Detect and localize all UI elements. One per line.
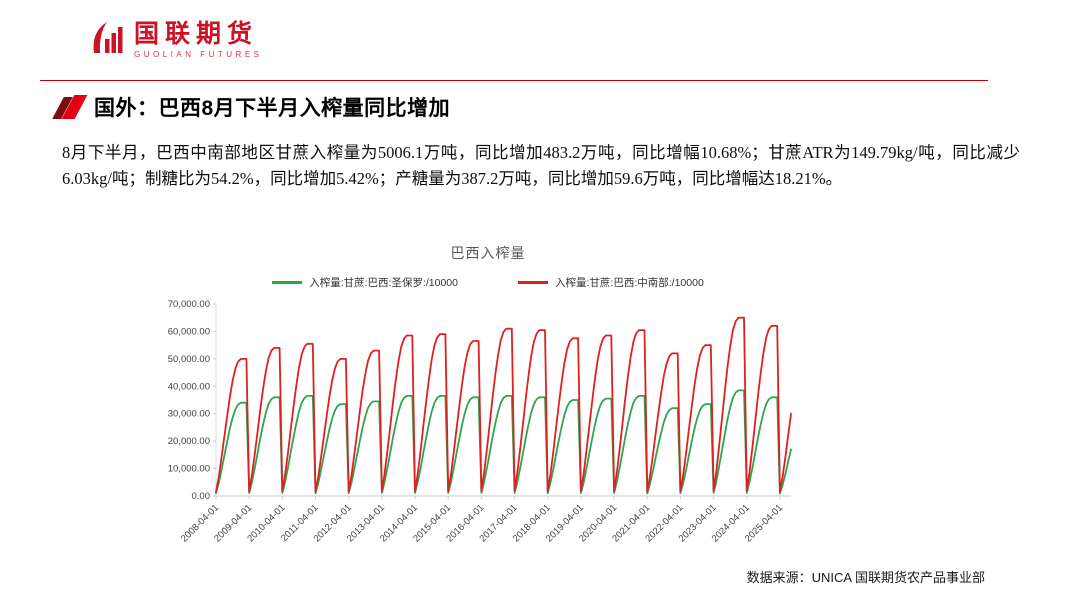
header-logo: 国联期货 GUOLIAN FUTURES	[86, 18, 263, 63]
chart-title: 巴西入榨量	[450, 245, 526, 261]
svg-text:0.00: 0.00	[192, 491, 211, 502]
legend-item-saopaulo: 入榨量:甘蔗:巴西:圣保罗:/10000	[272, 275, 458, 290]
svg-text:50,000.00: 50,000.00	[168, 354, 210, 365]
legend-label: 入榨量:甘蔗:巴西:中南部:/10000	[555, 277, 704, 289]
chart-region: 巴西入榨量 入榨量:甘蔗:巴西:圣保罗:/10000 入榨量:甘蔗:巴西:中南部…	[118, 243, 858, 558]
legend-label: 入榨量:甘蔗:巴西:圣保罗:/10000	[309, 277, 458, 289]
logo-title: 国联期货	[134, 20, 259, 48]
chart-legend: 入榨量:甘蔗:巴西:圣保罗:/10000 入榨量:甘蔗:巴西:中南部:/1000…	[118, 275, 858, 290]
body-paragraph: 8月下半月，巴西中南部地区甘蔗入榨量为5006.1万吨，同比增加483.2万吨，…	[62, 143, 1020, 189]
legend-line-red-icon	[518, 281, 548, 284]
svg-text:70,000.00: 70,000.00	[168, 299, 210, 310]
line-chart: 70,000.00 60,000.00 50,000.00 40,000.00 30,0…	[168, 299, 792, 544]
logo-subtitle: GUOLIAN FUTURES	[134, 50, 263, 59]
legend-item-centersouth: 入榨量:甘蔗:巴西:中南部:/10000	[518, 275, 704, 290]
guolian-logo-icon	[86, 18, 126, 63]
slash-icon	[52, 95, 88, 119]
page-title: 国外：巴西8月下半月入榨量同比增加	[94, 97, 451, 120]
svg-text:60,000.00: 60,000.00	[168, 326, 210, 337]
data-source-note: 数据来源：UNICA 国联期货农产品事业部	[746, 570, 985, 585]
svg-text:30,000.00: 30,000.00	[168, 409, 210, 420]
header-divider	[40, 80, 988, 81]
legend-line-green-icon	[272, 281, 303, 284]
svg-text:20,000.00: 20,000.00	[168, 436, 210, 447]
svg-text:40,000.00: 40,000.00	[168, 381, 210, 392]
svg-text:10,000.00: 10,000.00	[168, 464, 210, 475]
